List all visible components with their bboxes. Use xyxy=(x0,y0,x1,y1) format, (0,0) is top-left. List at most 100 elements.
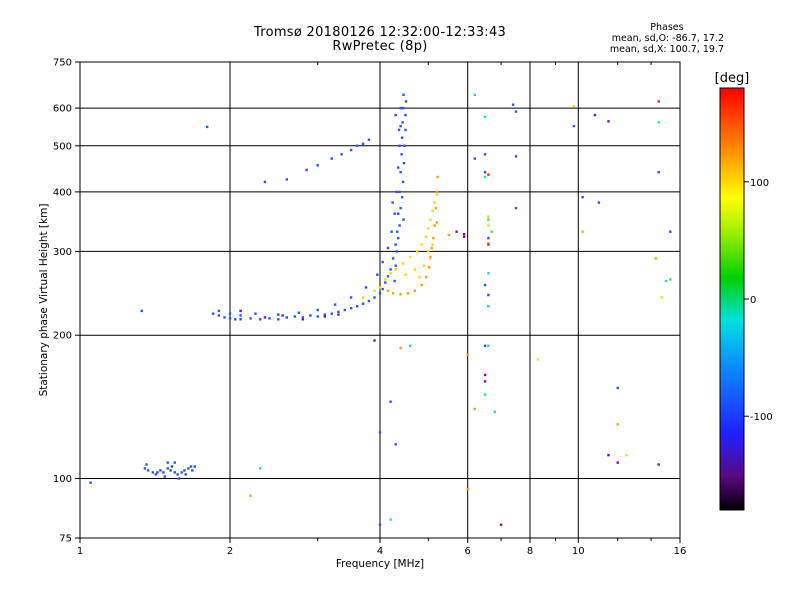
data-point xyxy=(391,257,395,260)
data-point xyxy=(398,224,401,227)
data-point xyxy=(343,308,346,312)
data-point xyxy=(404,100,408,103)
data-point xyxy=(400,136,404,139)
data-point xyxy=(169,469,172,472)
data-point xyxy=(389,272,392,275)
data-point xyxy=(223,316,226,319)
data-point xyxy=(593,113,597,117)
data-point xyxy=(654,257,657,260)
data-point xyxy=(404,273,407,276)
data-point xyxy=(389,268,392,271)
data-point xyxy=(166,467,169,470)
data-point xyxy=(514,155,518,158)
data-point xyxy=(466,487,469,491)
phase-stats-heading: Phases xyxy=(650,22,684,33)
data-point xyxy=(466,353,469,356)
data-point xyxy=(364,286,368,289)
data-point xyxy=(499,523,503,526)
data-point xyxy=(376,273,379,276)
data-point xyxy=(455,230,458,233)
x-tick-label: 8 xyxy=(527,546,533,557)
data-point xyxy=(193,465,196,468)
data-point xyxy=(431,209,434,213)
data-point xyxy=(409,344,412,347)
data-point xyxy=(397,166,400,169)
data-point xyxy=(581,196,584,199)
data-point xyxy=(361,142,365,145)
data-point xyxy=(349,296,353,299)
data-point xyxy=(536,358,540,361)
chart-title: Tromsø 20180126 12:32:00-12:33:43 xyxy=(253,25,507,40)
data-point xyxy=(293,315,297,318)
data-point xyxy=(386,246,390,250)
data-point xyxy=(386,275,390,278)
data-point xyxy=(434,206,438,210)
data-point xyxy=(433,201,436,204)
data-point xyxy=(401,262,405,265)
data-point xyxy=(285,178,288,181)
colorbar-ticks: 100 0 -100 xyxy=(744,178,773,423)
data-point xyxy=(427,250,430,253)
data-point xyxy=(487,173,490,176)
data-point xyxy=(191,469,194,472)
data-point xyxy=(413,289,417,292)
data-point xyxy=(487,243,490,246)
data-point xyxy=(159,469,162,472)
data-point xyxy=(435,193,438,196)
data-point xyxy=(173,461,176,464)
data-point xyxy=(607,120,610,123)
data-point xyxy=(435,190,438,194)
data-point xyxy=(487,293,490,297)
data-point xyxy=(145,463,148,466)
data-point xyxy=(394,243,397,246)
data-point xyxy=(433,224,436,227)
data-point xyxy=(323,315,326,318)
data-point xyxy=(378,292,382,295)
data-point xyxy=(424,275,428,279)
data-point xyxy=(249,317,252,320)
data-point xyxy=(398,190,401,194)
data-point xyxy=(572,105,576,108)
data-point xyxy=(669,230,672,233)
phase-stats-x: mean, sd,X: 100.7, 19.7 xyxy=(609,44,724,55)
data-point xyxy=(436,175,439,179)
data-point xyxy=(514,206,518,210)
y-axis-label: Stationary phase Virtual Height [km] xyxy=(38,204,50,397)
data-point xyxy=(422,264,426,267)
data-point xyxy=(402,93,405,96)
data-point xyxy=(378,286,382,289)
data-point xyxy=(361,302,365,305)
data-point xyxy=(206,125,209,129)
data-point xyxy=(389,518,392,521)
data-point xyxy=(435,221,438,224)
y-tick-label: 200 xyxy=(53,331,72,342)
data-point xyxy=(483,171,487,174)
data-point xyxy=(490,230,493,233)
data-point xyxy=(393,279,396,283)
data-point xyxy=(234,318,237,321)
data-point xyxy=(254,312,257,315)
data-point xyxy=(384,278,387,281)
data-point xyxy=(483,393,487,396)
phase-stats: Phases mean, sd,O: -86.7, 17.2 mean, sd,… xyxy=(610,22,724,55)
y-tick-label: 100 xyxy=(53,474,72,485)
data-point xyxy=(657,171,660,174)
data-point xyxy=(391,292,395,295)
x-axis-ticks: 1 2 4 6 8 10 16 xyxy=(77,62,686,557)
data-point xyxy=(660,296,663,299)
chart-title-block: Tromsø 20180126 12:32:00-12:33:43 RwPret… xyxy=(0,26,760,54)
grid-lines xyxy=(80,62,680,538)
data-point xyxy=(268,317,271,320)
data-point xyxy=(184,473,187,476)
data-point xyxy=(657,463,660,466)
data-point xyxy=(483,344,487,347)
data-point xyxy=(473,407,476,411)
data-point xyxy=(281,314,284,317)
data-point xyxy=(389,400,392,403)
chart-subtitle: RwPretec (8p) xyxy=(332,39,428,54)
data-point xyxy=(429,218,432,221)
data-point xyxy=(625,453,628,457)
data-point xyxy=(297,311,301,314)
data-point xyxy=(177,477,181,480)
